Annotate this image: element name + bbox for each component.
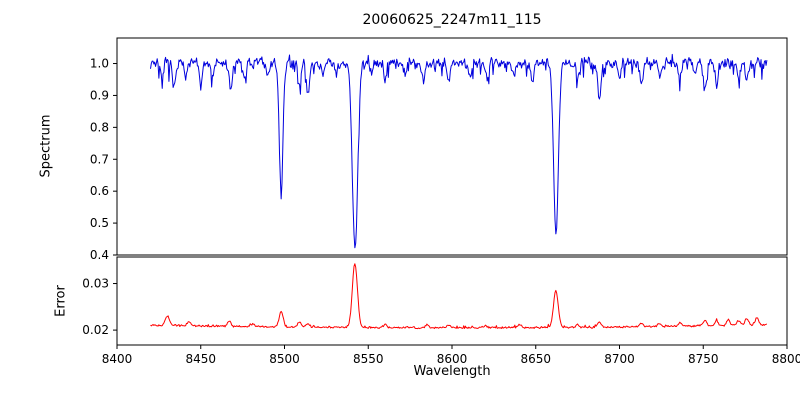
y-tick-label: 0.7: [90, 152, 109, 166]
y-tick-label: 0.5: [90, 216, 109, 230]
error-y-axis-label: Error: [53, 285, 69, 317]
x-tick-label: 8650: [520, 352, 551, 366]
x-tick-label: 8450: [185, 352, 216, 366]
y-tick-label: 0.9: [90, 88, 109, 102]
y-tick-label: 0.8: [90, 120, 109, 134]
x-axis-label: Wavelength: [413, 364, 491, 379]
y-tick-label: 1.0: [90, 57, 109, 71]
x-tick-label: 8800: [772, 352, 800, 366]
x-tick-label: 8500: [269, 352, 300, 366]
y-tick-label: 0.6: [90, 184, 109, 198]
x-tick-label: 8600: [437, 352, 468, 366]
y-tick-label: 0.03: [82, 277, 109, 291]
error-axes: [116, 256, 788, 346]
x-tick-label: 8700: [604, 352, 635, 366]
spectrum-line: [150, 53, 768, 249]
x-tick-label: 8400: [102, 352, 133, 366]
x-tick-label: 8750: [688, 352, 719, 366]
error-line: [150, 263, 768, 330]
y-tick-label: 0.02: [82, 323, 109, 337]
y-tick-label: 0.4: [90, 248, 109, 262]
x-tick-label: 8550: [353, 352, 384, 366]
spectrum-axes: [116, 37, 788, 256]
chart-title: 20060625_2247m11_115: [362, 12, 542, 28]
spectrum-y-axis-label: Spectrum: [38, 114, 54, 178]
